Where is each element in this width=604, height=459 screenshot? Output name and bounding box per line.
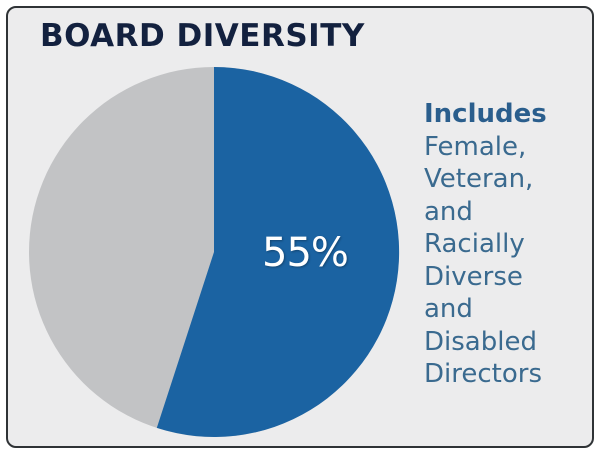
pie-slice-diverse	[156, 66, 400, 437]
description-line: Directors	[424, 359, 542, 389]
description-line: and	[424, 294, 473, 324]
description-lead: Includes	[424, 99, 547, 129]
description-line: and	[424, 196, 473, 227]
description-line: Veteran,	[424, 164, 534, 194]
description-line: Diverse	[424, 261, 523, 292]
percent-label: 55%	[262, 230, 349, 276]
description-line: Female,	[424, 131, 527, 162]
description: Includes Female, Veteran, and Racially D…	[424, 98, 594, 391]
description-line: Disabled	[424, 326, 537, 357]
description-line: Racially	[424, 229, 525, 259]
chart-title: BOARD DIVERSITY	[40, 18, 365, 54]
